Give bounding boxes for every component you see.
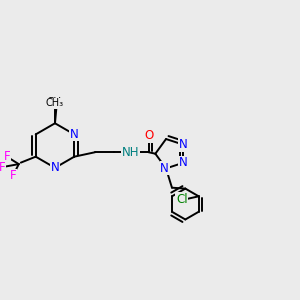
Text: CH₃: CH₃ xyxy=(47,97,66,106)
Text: NH: NH xyxy=(122,146,140,159)
Text: N: N xyxy=(51,161,59,174)
Text: F: F xyxy=(4,150,10,163)
Text: Cl: Cl xyxy=(176,193,188,206)
Text: N: N xyxy=(179,138,188,151)
Text: F: F xyxy=(0,160,6,174)
Text: N: N xyxy=(160,162,169,175)
Text: CH₃: CH₃ xyxy=(46,98,64,108)
Text: N: N xyxy=(179,156,188,169)
Text: O: O xyxy=(144,129,153,142)
Text: F: F xyxy=(10,169,16,182)
Text: N: N xyxy=(70,128,79,141)
